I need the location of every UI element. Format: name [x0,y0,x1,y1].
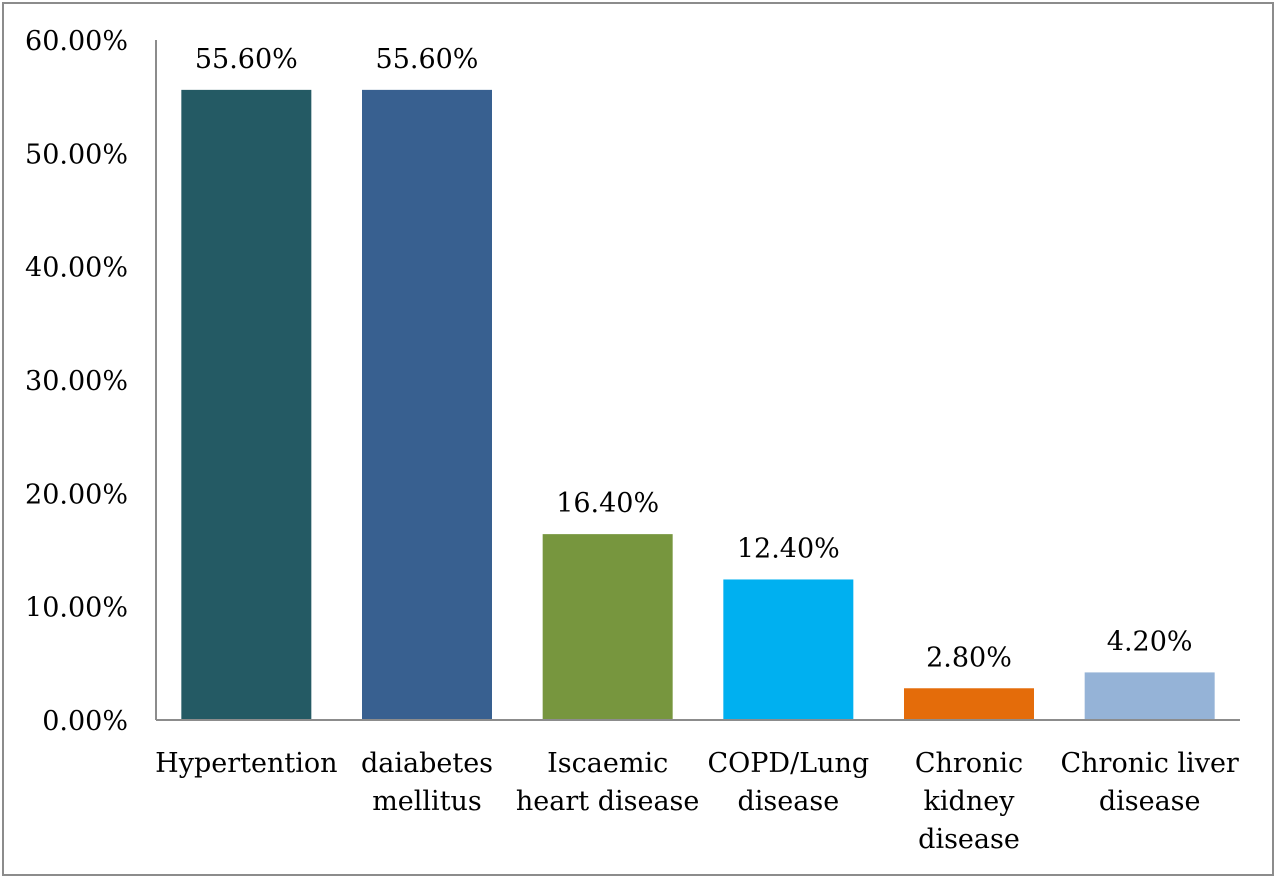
category-label: daiabetes mellitus [361,748,493,817]
category-label: Chronic kidney disease [915,748,1023,855]
y-tick-label: 10.00% [25,593,128,624]
data-label: 16.40% [556,488,659,519]
category-labels: Hypertention daiabetes mellitus Iscaemic hea… [155,748,1239,855]
bar [904,688,1034,720]
y-tick-label: 50.00% [25,139,128,170]
y-tick-label: 0.00% [42,706,128,737]
category-label: Iscaemic heart disease [516,748,700,817]
bars [181,89,1215,720]
bar [542,534,673,720]
y-tick-label: 60.00% [25,26,128,57]
bar [181,89,312,720]
y-tick-label: 30.00% [25,366,128,397]
data-label: 12.40% [737,533,840,564]
category-label: COPD/Lung disease [707,748,869,817]
bar [723,579,854,720]
data-labels: 55.60% 55.60% 16.40% 12.40% 2.80% 4.20% [195,44,1193,673]
bar [1084,672,1215,720]
data-label: 4.20% [1107,626,1193,657]
category-label: Chronic liver disease [1060,748,1238,817]
y-tick-label: 40.00% [25,253,128,284]
data-label: 55.60% [376,44,479,75]
y-tick-label: 20.00% [25,479,128,510]
bar [362,89,492,720]
category-label: Hypertention [155,748,337,779]
data-label: 55.60% [195,44,298,75]
data-label: 2.80% [926,642,1012,673]
y-axis-ticks: 0.00% 10.00% 20.00% 30.00% 40.00% 50.00% 60.00… [25,26,128,737]
